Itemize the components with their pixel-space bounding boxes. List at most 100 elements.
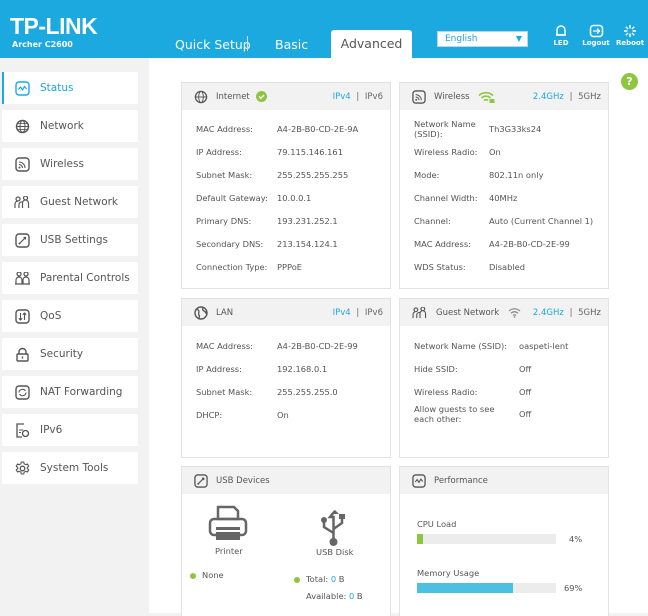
guest-ssid-value: oaspeti-lent [519,341,569,351]
performance-title: Performance [434,475,488,486]
sidebar: Status Network Wireless Guest Network US… [0,58,149,613]
sidebar-item-network[interactable]: Network [2,110,138,142]
wds-status-value: Disabled [489,262,526,272]
led-button[interactable]: LED [543,24,579,47]
lan-mac-value: A4-2B-B0-CD-2E-99 [277,341,358,351]
logout-button[interactable]: Logout [578,24,614,47]
secondary-dns-value: 213.154.124.1 [277,239,338,249]
model-name: Archer C2600 [12,40,73,49]
connection-type-value: PPPoE [277,262,303,272]
lock-icon [13,347,31,362]
sidebar-item-usb-settings[interactable]: USB Settings [2,224,138,256]
tab-5ghz[interactable]: 5GHz [578,308,601,318]
mode-value: 802.11n only [489,170,544,180]
printer-label: Printer [215,546,243,556]
tab-quick-setup[interactable]: Quick Setup [175,37,251,52]
ip-address-label: IP Address: [196,147,242,157]
tab-5ghz[interactable]: 5GHz [578,92,601,102]
ssid-value: Th3G33ks24 [489,124,542,134]
tab-ipv6[interactable]: IPv6 [364,308,383,318]
wds-status-label: WDS Status: [414,262,466,272]
sidebar-item-status[interactable]: Status [2,72,138,104]
available-unit: B [356,591,363,601]
tab-advanced[interactable]: Advanced [331,30,412,58]
logout-label: Logout [582,39,610,47]
guest-icon [412,306,428,319]
sidebar-item-qos[interactable]: QoS [2,300,138,332]
guest-radio-label: Wireless Radio: [414,387,478,397]
mac-address-value: A4-2B-B0-CD-2E-9A [277,124,359,134]
sidebar-item-label: System Tools [40,462,109,474]
secondary-dns-label: Secondary DNS: [196,239,264,249]
available-label: Available: [306,591,347,601]
sidebar-item-wireless[interactable]: Wireless [2,148,138,180]
sidebar-item-label: QoS [40,310,62,322]
performance-card: Performance CPU Load 4% Memory Usage 69% [399,466,609,616]
chevron-down-icon: ▼ [515,34,522,43]
sidebar-item-label: USB Settings [40,234,108,246]
led-icon [556,25,566,36]
memory-usage-bar [417,583,556,593]
guest-icon [13,195,31,209]
tab-ipv4[interactable]: IPv4 [332,92,351,102]
internet-title: Internet [216,91,250,102]
printer-status: None [190,570,224,580]
tab-ipv6[interactable]: IPv6 [364,92,383,102]
usb-card-header: USB Devices [182,467,390,494]
globe-icon [194,90,208,104]
total-label: Total: [306,574,329,584]
sidebar-item-parental-controls[interactable]: Parental Controls [2,262,138,294]
default-gateway-label: Default Gateway: [196,193,268,203]
internet-card: Internet IPv4 | IPv6 MAC Address: A4-2B-B… [181,82,391,289]
lan-subnet-value: 255.255.255.0 [277,387,338,397]
performance-card-header: Performance [400,467,608,494]
performance-icon [412,473,426,488]
sidebar-item-label: Parental Controls [40,272,130,284]
usb-total: Total: 0 B [294,574,344,584]
sidebar-item-nat-forwarding[interactable]: NAT Forwarding [2,376,138,408]
language-select[interactable]: English ▼ [437,31,528,47]
parental-icon [13,271,31,285]
memory-usage-value: 69% [564,583,583,593]
mode-label: Mode: [414,170,440,180]
available-value: 0 [349,591,355,601]
sidebar-item-guest-network[interactable]: Guest Network [2,186,138,218]
tab-ipv4[interactable]: IPv4 [332,308,351,318]
lan-title: LAN [216,307,234,318]
total-value: 0 [330,574,337,584]
internet-card-header: Internet IPv4 | IPv6 [182,83,390,110]
guest-title: Guest Network [436,307,500,318]
cpu-load-value: 4% [569,534,583,544]
sidebar-item-label: Status [40,82,74,94]
tab-divider: | [356,308,360,318]
qos-icon [13,308,31,324]
wireless-radio-value: On [489,147,501,157]
primary-dns-label: Primary DNS: [196,216,252,226]
tab-2-4ghz[interactable]: 2.4GHz [532,308,564,318]
wireless-mac-value: A4-2B-B0-CD-2E-99 [489,239,570,249]
ipv6-icon [13,422,31,438]
printer-status-value: None [202,570,224,580]
channel-width-label: Channel Width: [414,193,478,203]
wireless-icon [13,156,31,172]
tab-2-4ghz[interactable]: 2.4GHz [532,92,564,102]
subnet-mask-value: 255.255.255.255 [277,170,349,180]
help-button[interactable]: ? [621,73,638,90]
sidebar-item-system-tools[interactable]: System Tools [2,452,138,484]
wireless-card: Wireless 2.4GHz | 5GHz Network Name (SSI… [399,82,609,289]
reboot-button[interactable]: Reboot [612,24,648,47]
sidebar-item-security[interactable]: Security [2,338,138,370]
ssid-label: Network Name (SSID): [414,119,476,139]
sidebar-item-ipv6[interactable]: IPv6 [2,414,138,446]
top-bar: TP-LINK Archer C2600 Quick Setup Basic A… [0,0,648,58]
printer-icon [208,505,248,547]
usb-title: USB Devices [216,475,270,486]
lan-ip-value: 192.168.0.1 [277,364,328,374]
led-label: LED [553,39,569,47]
lan-card: LAN IPv4 | IPv6 MAC Address: A4-2B-B0-CD-… [181,298,391,458]
mac-address-label: MAC Address: [196,124,253,134]
cpu-load-label: CPU Load [417,519,457,529]
tab-basic[interactable]: Basic [275,37,309,52]
usb-icon [194,473,208,488]
lan-card-header: LAN IPv4 | IPv6 [182,299,390,326]
